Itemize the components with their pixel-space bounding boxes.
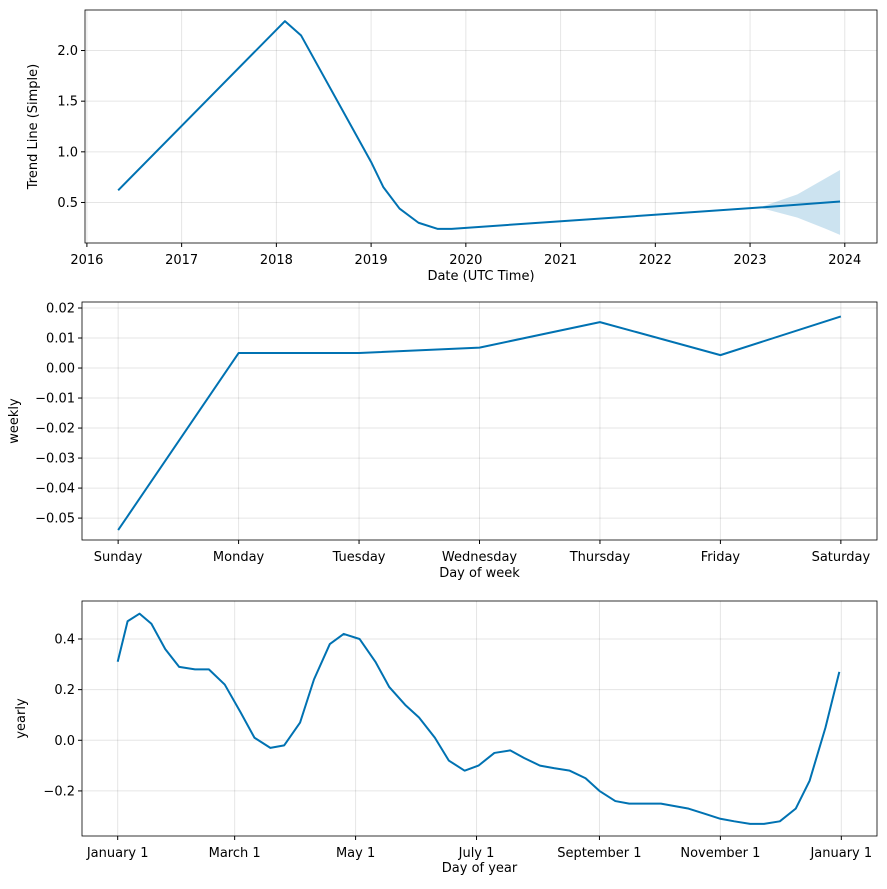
- y-tick-label: 2.0: [57, 44, 78, 59]
- x-axis-label: Day of year: [442, 861, 518, 876]
- x-tick-label: Tuesday: [332, 550, 386, 565]
- x-tick-label: 2022: [639, 253, 672, 268]
- x-tick-label: November 1: [680, 846, 760, 861]
- y-tick-label: −0.03: [35, 452, 75, 467]
- trend-line: [116, 612, 841, 825]
- plot-frame: [81, 600, 878, 837]
- y-tick-label: 0.5: [57, 196, 78, 211]
- y-tick-label: 1.5: [57, 95, 78, 110]
- x-tick-label: Saturday: [812, 550, 871, 565]
- uncertainty-band: [759, 170, 841, 235]
- x-tick-label: 2016: [70, 253, 103, 268]
- y-tick-label: 0.01: [46, 332, 75, 347]
- x-tick-label: Friday: [701, 550, 741, 565]
- y-tick-label: −0.2: [43, 784, 75, 799]
- y-tick-label: 0.02: [46, 302, 75, 317]
- x-tick-label: 2024: [828, 253, 861, 268]
- x-tick-label: May 1: [336, 846, 375, 861]
- y-tick-label: −0.05: [35, 512, 75, 527]
- x-tick-label: 2019: [355, 253, 388, 268]
- x-tick-label: 2021: [544, 253, 577, 268]
- x-tick-label: 2020: [449, 253, 482, 268]
- y-axis-label: Trend Line (Simple): [26, 64, 41, 190]
- x-tick-label: 2017: [165, 253, 198, 268]
- y-tick-label: −0.02: [35, 422, 75, 437]
- x-tick-label: Thursday: [569, 550, 631, 565]
- x-tick-label: September 1: [557, 846, 641, 861]
- y-tick-label: 0.2: [54, 683, 75, 698]
- y-axis-label: yearly: [14, 698, 29, 739]
- x-tick-label: Sunday: [94, 550, 143, 565]
- y-tick-label: −0.01: [35, 392, 75, 407]
- x-tick-label: Wednesday: [442, 550, 518, 565]
- y-axis-label: weekly: [7, 398, 22, 444]
- x-axis-label: Day of week: [439, 566, 520, 581]
- x-tick-label: March 1: [209, 846, 261, 861]
- plot-frame: [81, 301, 878, 541]
- y-tick-label: 0.0: [54, 734, 75, 749]
- x-tick-label: January 1: [809, 846, 872, 861]
- x-tick-label: 2018: [260, 253, 293, 268]
- x-tick-label: July 1: [458, 846, 495, 861]
- y-tick-label: 0.00: [46, 362, 75, 377]
- trend-line: [117, 315, 842, 531]
- y-tick-label: 1.0: [57, 145, 78, 160]
- x-tick-label: January 1: [86, 846, 149, 861]
- y-tick-label: 0.4: [54, 632, 75, 647]
- x-tick-label: 2023: [734, 253, 767, 268]
- x-axis-label: Date (UTC Time): [427, 269, 534, 284]
- y-tick-label: −0.04: [35, 482, 75, 497]
- x-tick-label: Monday: [213, 550, 265, 565]
- plot-frame: [84, 9, 878, 244]
- trend-line: [117, 20, 841, 230]
